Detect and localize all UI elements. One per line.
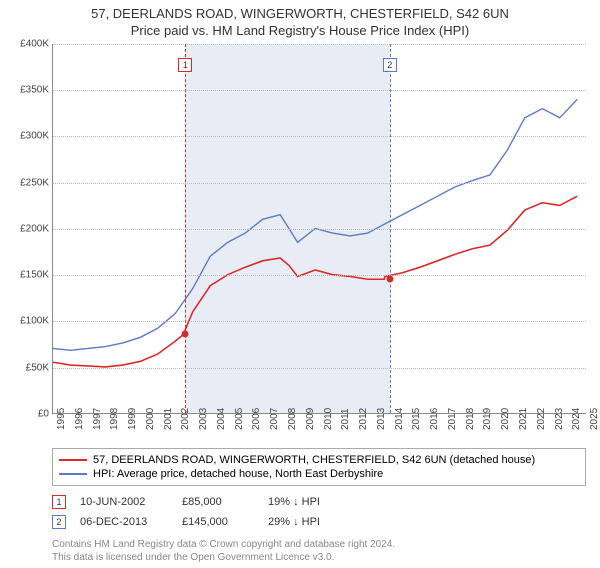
x-axis-label: 2024 <box>571 408 582 430</box>
x-axis-label: 2025 <box>589 408 600 430</box>
title-line-1: 57, DEERLANDS ROAD, WINGERWORTH, CHESTER… <box>8 6 592 23</box>
gridline <box>53 136 586 137</box>
x-axis-label: 2000 <box>145 408 156 430</box>
plot-area: £0£50K£100K£150K£200K£250K£300K£350K£400… <box>52 44 586 414</box>
x-axis-label: 2012 <box>358 408 369 430</box>
x-axis-label: 2008 <box>287 408 298 430</box>
sale-point <box>386 275 393 282</box>
sale-events: 1 10-JUN-2002 £85,000 19% ↓ HPI 2 06-DEC… <box>52 492 586 532</box>
sale-price: £85,000 <box>182 496 254 508</box>
gridline <box>53 321 586 322</box>
sale-row: 2 06-DEC-2013 £145,000 29% ↓ HPI <box>52 512 586 532</box>
sale-delta: 19% ↓ HPI <box>268 496 320 508</box>
x-axis-label: 2020 <box>500 408 511 430</box>
x-axis-label: 2023 <box>554 408 565 430</box>
y-axis-label: £50K <box>9 362 49 373</box>
legend-swatch-price-paid <box>59 459 87 461</box>
x-axis-label: 1995 <box>56 408 67 430</box>
gridline <box>53 44 586 45</box>
x-axis-label: 2009 <box>305 408 316 430</box>
x-axis-label: 2005 <box>234 408 245 430</box>
x-axis-label: 2018 <box>465 408 476 430</box>
gridline <box>53 368 586 369</box>
x-axis-label: 1997 <box>92 408 103 430</box>
x-axis-label: 2011 <box>340 408 351 430</box>
event-line <box>390 44 391 413</box>
x-axis-label: 2014 <box>394 408 405 430</box>
title-line-2: Price paid vs. HM Land Registry's House … <box>8 23 592 40</box>
x-axis-label: 2017 <box>447 408 458 430</box>
event-marker: 1 <box>178 58 192 72</box>
sale-delta: 29% ↓ HPI <box>268 516 320 528</box>
x-axis-label: 2001 <box>163 408 174 430</box>
title-block: 57, DEERLANDS ROAD, WINGERWORTH, CHESTER… <box>8 6 592 40</box>
x-axis-label: 1998 <box>109 408 120 430</box>
gridline <box>53 183 586 184</box>
gridline <box>53 275 586 276</box>
sale-date: 10-JUN-2002 <box>80 496 168 508</box>
y-axis-label: £300K <box>9 131 49 142</box>
x-axis-label: 2007 <box>269 408 280 430</box>
gridline <box>53 229 586 230</box>
y-axis-label: £0 <box>9 408 49 419</box>
x-axis-label: 2019 <box>482 408 493 430</box>
sale-marker: 2 <box>52 515 66 529</box>
y-axis-label: £150K <box>9 270 49 281</box>
sale-row: 1 10-JUN-2002 £85,000 19% ↓ HPI <box>52 492 586 512</box>
sale-price: £145,000 <box>182 516 254 528</box>
footer-line: Contains HM Land Registry data © Crown c… <box>52 538 586 551</box>
event-marker: 2 <box>383 58 397 72</box>
x-axis-label: 2016 <box>429 408 440 430</box>
y-axis-label: £100K <box>9 316 49 327</box>
x-axis-label: 2022 <box>536 408 547 430</box>
series-price_paid <box>53 196 577 367</box>
legend-label: 57, DEERLANDS ROAD, WINGERWORTH, CHESTER… <box>93 454 535 466</box>
legend: 57, DEERLANDS ROAD, WINGERWORTH, CHESTER… <box>52 448 586 486</box>
sale-marker: 1 <box>52 495 66 509</box>
chart-container: 57, DEERLANDS ROAD, WINGERWORTH, CHESTER… <box>0 0 600 568</box>
y-axis-label: £250K <box>9 177 49 188</box>
sale-point <box>182 331 189 338</box>
x-axis-label: 2013 <box>376 408 387 430</box>
event-line <box>185 44 186 413</box>
x-axis-label: 2003 <box>198 408 209 430</box>
sale-date: 06-DEC-2013 <box>80 516 168 528</box>
x-axis-label: 2021 <box>518 408 529 430</box>
x-axis-label: 1999 <box>127 408 138 430</box>
x-axis-label: 2010 <box>323 408 334 430</box>
y-axis-label: £200K <box>9 223 49 234</box>
x-axis-label: 2015 <box>411 408 422 430</box>
footer-line: This data is licensed under the Open Gov… <box>52 551 586 564</box>
y-axis-label: £350K <box>9 85 49 96</box>
x-axis-label: 2004 <box>216 408 227 430</box>
x-axis-label: 2006 <box>251 408 262 430</box>
gridline <box>53 90 586 91</box>
legend-row: 57, DEERLANDS ROAD, WINGERWORTH, CHESTER… <box>59 453 579 467</box>
legend-row: HPI: Average price, detached house, Nort… <box>59 467 579 481</box>
legend-swatch-hpi <box>59 473 87 475</box>
legend-label: HPI: Average price, detached house, Nort… <box>93 468 383 480</box>
y-axis-label: £400K <box>9 38 49 49</box>
x-axis-label: 1996 <box>74 408 85 430</box>
